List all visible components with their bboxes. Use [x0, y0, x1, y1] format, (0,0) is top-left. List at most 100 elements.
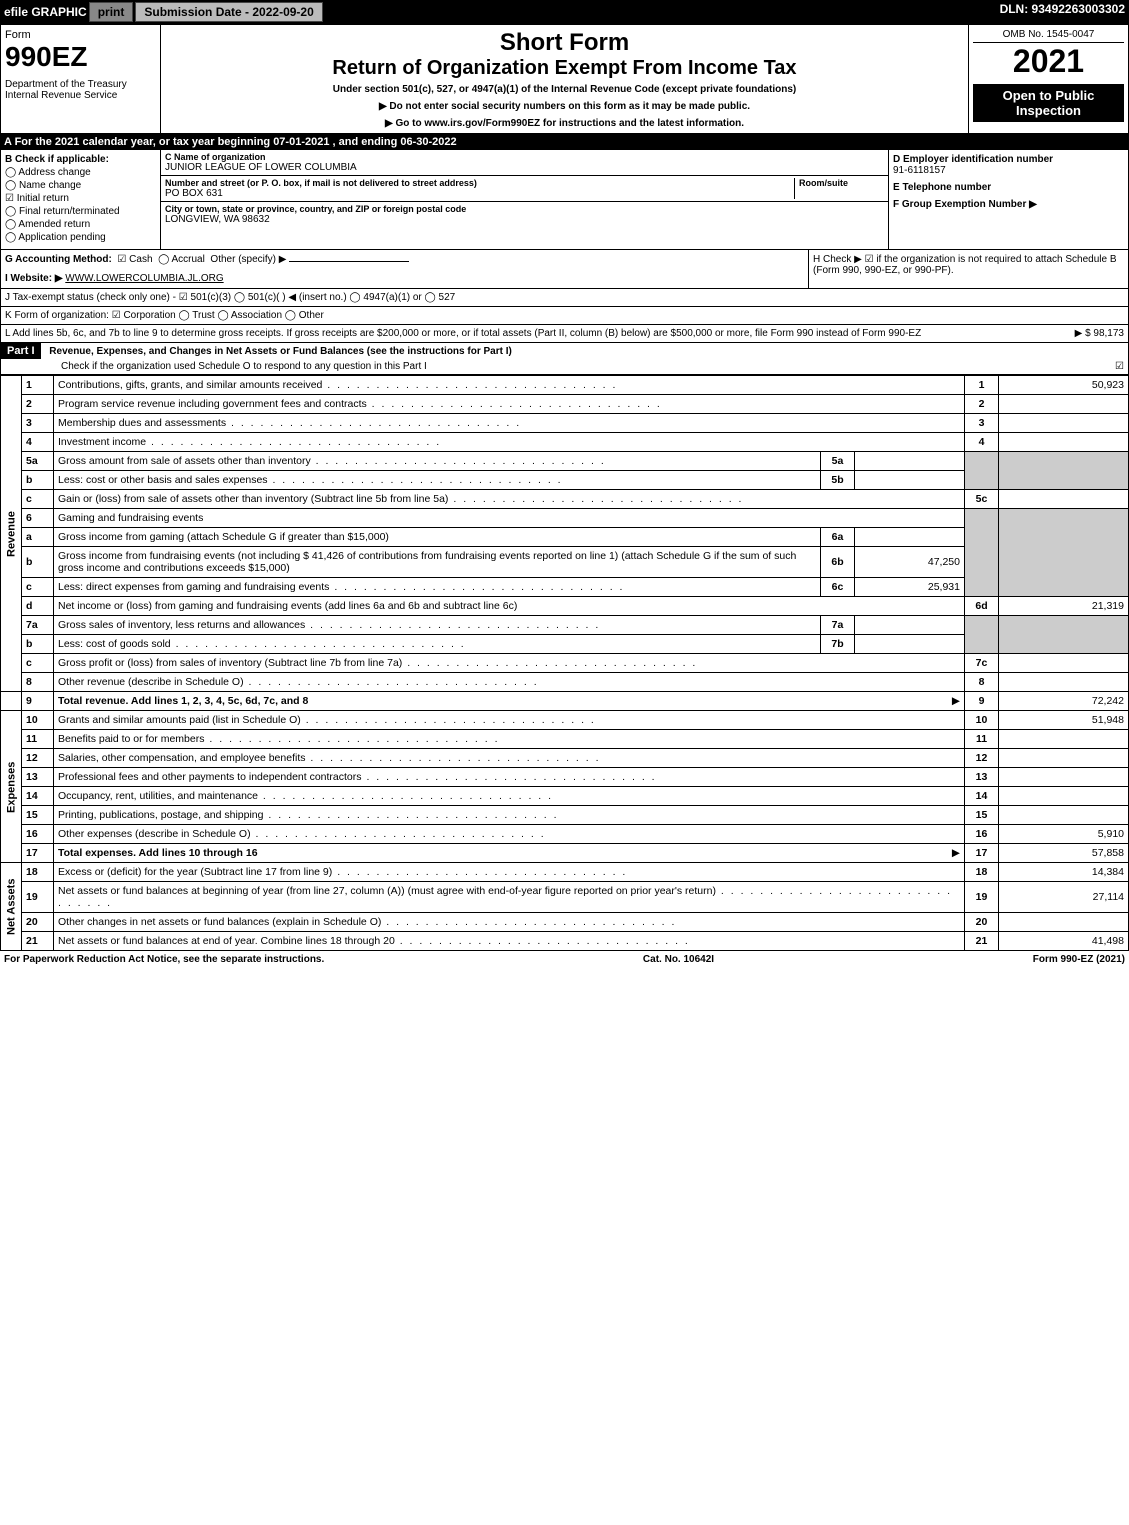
check-final-return-label: Final return/terminated [19, 206, 120, 217]
line-10-rlabel: 10 [965, 711, 999, 730]
line-14-num: 14 [22, 787, 54, 806]
i-label: I Website: ▶ [5, 273, 63, 284]
do-not-enter: ▶ Do not enter social security numbers o… [167, 101, 962, 112]
check-address-change[interactable]: ◯ Address change [5, 167, 156, 178]
irs-label: Internal Revenue Service [5, 90, 156, 101]
line-3-desc: Membership dues and assessments [58, 417, 521, 429]
line-3-num: 3 [22, 414, 54, 433]
line-13-rlabel: 13 [965, 768, 999, 787]
line-6a-mv [855, 528, 965, 547]
check-name-change-label: Name change [19, 180, 81, 191]
line-21-value: 41,498 [999, 932, 1129, 951]
footer-mid: Cat. No. 10642I [643, 954, 714, 965]
line-10-desc: Grants and similar amounts paid (list in… [58, 714, 596, 726]
d-label: D Employer identification number [893, 154, 1124, 165]
line-6-shade-val [999, 509, 1129, 597]
line-16-rlabel: 16 [965, 825, 999, 844]
b-label: B Check if applicable: [5, 154, 109, 165]
row-a-calendar-year: A For the 2021 calendar year, or tax yea… [0, 134, 1129, 150]
line-5ab-shade-val [999, 452, 1129, 490]
line-8-rlabel: 8 [965, 673, 999, 692]
line-6c-num: c [22, 578, 54, 597]
check-final-return[interactable]: ◯ Final return/terminated [5, 206, 156, 217]
submission-date: Submission Date - 2022-09-20 [135, 2, 322, 22]
line-13-value [999, 768, 1129, 787]
line-9-desc: Total revenue. Add lines 1, 2, 3, 4, 5c,… [58, 695, 308, 707]
line-15-num: 15 [22, 806, 54, 825]
short-form-title: Short Form [167, 29, 962, 57]
expenses-section-label: Expenses [1, 711, 22, 863]
d-ein: D Employer identification number 91-6118… [893, 154, 1124, 176]
line-5ab-shade [965, 452, 999, 490]
website-value[interactable]: WWW.LOWERCOLUMBIA.JL.ORG [65, 273, 223, 284]
row-j-tax-exempt: J Tax-exempt status (check only one) - ☑… [0, 289, 1129, 307]
print-button[interactable]: print [89, 2, 134, 22]
part-i-header-row: Part I Revenue, Expenses, and Changes in… [0, 343, 1129, 375]
line-7a-desc: Gross sales of inventory, less returns a… [58, 619, 600, 631]
line-3-value [999, 414, 1129, 433]
line-4-desc: Investment income [58, 436, 441, 448]
line-18-value: 14,384 [999, 863, 1129, 882]
g-other-input[interactable] [289, 261, 409, 262]
netassets-section-label: Net Assets [1, 863, 22, 951]
row-l-gross-receipts: L Add lines 5b, 6c, and 7b to line 9 to … [0, 325, 1129, 343]
l-amount: ▶ $ 98,173 [1075, 328, 1124, 339]
line-20-num: 20 [22, 913, 54, 932]
g-accrual[interactable]: Accrual [172, 254, 205, 265]
line-14-rlabel: 14 [965, 787, 999, 806]
f-group-exemption: F Group Exemption Number ▶ [893, 199, 1124, 210]
top-bar: efile GRAPHIC print Submission Date - 20… [0, 0, 1129, 24]
part-i-check-o-box[interactable]: ☑ [1115, 361, 1124, 372]
check-amended-return[interactable]: ◯ Amended return [5, 219, 156, 230]
line-14-desc: Occupancy, rent, utilities, and maintena… [58, 790, 553, 802]
line-11-desc: Benefits paid to or for members [58, 733, 500, 745]
check-application-pending[interactable]: ◯ Application pending [5, 232, 156, 243]
line-7ab-shade-val [999, 616, 1129, 654]
go-to-link[interactable]: ▶ Go to www.irs.gov/Form990EZ for instru… [167, 118, 962, 129]
c-city-label: City or town, state or province, country… [165, 204, 884, 214]
line-12-num: 12 [22, 749, 54, 768]
line-6-shade [965, 509, 999, 597]
line-9-rlabel: 9 [965, 692, 999, 711]
line-9-value: 72,242 [999, 692, 1129, 711]
c-name-label: C Name of organization [165, 152, 884, 162]
line-20-value [999, 913, 1129, 932]
line-20-rlabel: 20 [965, 913, 999, 932]
line-21-desc: Net assets or fund balances at end of ye… [58, 935, 690, 947]
line-18-desc: Excess or (deficit) for the year (Subtra… [58, 866, 627, 878]
line-1-desc: Contributions, gifts, grants, and simila… [58, 379, 617, 391]
line-6c-ml: 6c [821, 578, 855, 597]
line-6b-ml: 6b [821, 547, 855, 578]
g-other[interactable]: Other (specify) ▶ [210, 254, 286, 265]
efile-label: efile GRAPHIC [4, 5, 87, 19]
check-initial-return[interactable]: ☑ Initial return [5, 193, 156, 204]
line-18-num: 18 [22, 863, 54, 882]
dln: DLN: 93492263003302 [1000, 2, 1125, 22]
check-initial-return-label: Initial return [17, 193, 69, 204]
org-city-cell: City or town, state or province, country… [161, 202, 888, 227]
line-7ab-shade [965, 616, 999, 654]
line-19-desc: Net assets or fund balances at beginning… [58, 885, 952, 909]
room-suite-label: Room/suite [799, 178, 884, 188]
line-7b-desc: Less: cost of goods sold [58, 638, 466, 650]
line-5b-desc: Less: cost or other basis and sales expe… [58, 474, 563, 486]
line-1-rlabel: 1 [965, 376, 999, 395]
g-cash[interactable]: Cash [129, 254, 152, 265]
line-4-value [999, 433, 1129, 452]
line-5c-rlabel: 5c [965, 490, 999, 509]
check-name-change[interactable]: ◯ Name change [5, 180, 156, 191]
line-16-desc: Other expenses (describe in Schedule O) [58, 828, 546, 840]
line-6a-ml: 6a [821, 528, 855, 547]
dept-treasury: Department of the Treasury [5, 79, 156, 90]
line-6-desc: Gaming and fundraising events [54, 509, 965, 528]
section-bcdef: B Check if applicable: ◯ Address change … [0, 150, 1129, 250]
line-11-rlabel: 11 [965, 730, 999, 749]
form-header: Form 990EZ Department of the Treasury In… [0, 24, 1129, 134]
line-7c-num: c [22, 654, 54, 673]
line-15-value [999, 806, 1129, 825]
line-6-num: 6 [22, 509, 54, 528]
line-18-rlabel: 18 [965, 863, 999, 882]
line-14-value [999, 787, 1129, 806]
line-7a-ml: 7a [821, 616, 855, 635]
org-address-cell: Number and street (or P. O. box, if mail… [161, 176, 888, 202]
